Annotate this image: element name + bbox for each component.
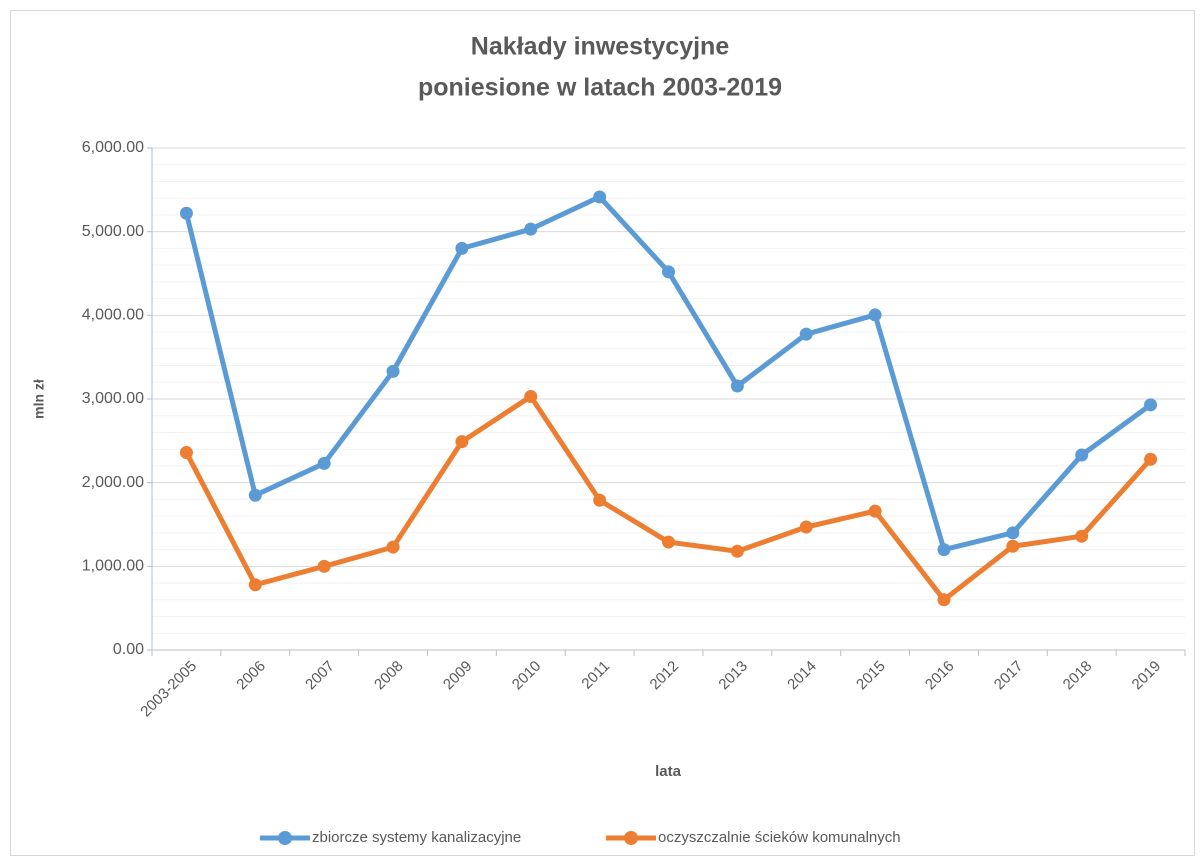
legend-label: oczyszczalnie ścieków komunalnych	[658, 829, 901, 846]
data-point	[524, 389, 538, 403]
legend-marker	[624, 831, 638, 845]
data-point	[317, 559, 331, 573]
data-point	[248, 578, 262, 592]
data-point	[1144, 452, 1158, 466]
data-point	[730, 379, 744, 393]
data-point	[1006, 539, 1020, 553]
x-axis-label: lata	[655, 763, 682, 780]
data-point	[799, 520, 813, 534]
y-tick-label: 1,000.00	[82, 558, 144, 575]
data-point	[937, 543, 951, 557]
y-tick-label: 2,000.00	[82, 474, 144, 491]
data-point	[730, 544, 744, 558]
legend-label: zbiorcze systemy kanalizacyjne	[312, 829, 521, 846]
y-tick-label: 0.00	[113, 641, 144, 658]
chart-frame	[10, 10, 1195, 856]
data-point	[317, 456, 331, 470]
y-tick-label: 4,000.00	[82, 307, 144, 324]
data-point	[1006, 526, 1020, 540]
data-point	[524, 222, 538, 236]
data-point	[593, 493, 607, 507]
y-tick-label: 6,000.00	[82, 139, 144, 156]
data-point	[1075, 529, 1089, 543]
data-point	[937, 593, 951, 607]
data-point	[179, 446, 193, 460]
data-point	[455, 435, 469, 449]
data-point	[593, 190, 607, 204]
data-point	[662, 265, 675, 279]
data-point	[1075, 448, 1089, 462]
data-point	[386, 364, 400, 378]
legend-marker	[278, 831, 292, 845]
data-point	[799, 327, 813, 341]
data-point	[1144, 398, 1158, 412]
data-point	[248, 488, 262, 502]
data-point	[868, 504, 882, 518]
data-point	[662, 535, 675, 549]
data-point	[179, 206, 193, 220]
y-tick-label: 5,000.00	[82, 223, 144, 240]
y-tick-label: 3,000.00	[82, 390, 144, 407]
chart-title: Nakłady inwestycyjne	[471, 33, 730, 61]
y-axis-label: mln zł	[31, 379, 47, 419]
data-point	[455, 241, 469, 255]
data-point	[386, 540, 400, 554]
data-point	[868, 308, 882, 322]
chart-title: poniesione w latach 2003-2019	[418, 74, 782, 102]
